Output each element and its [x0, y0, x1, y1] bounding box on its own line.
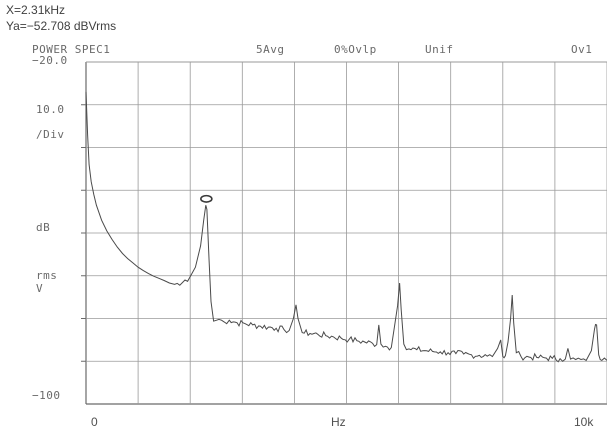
series-line-0 — [85, 91, 607, 363]
y-unit-rms: rms — [36, 269, 58, 282]
marker-x-readout: X=2.31kHz — [6, 3, 66, 17]
trace-title: POWER SPEC1 — [32, 43, 111, 56]
overload-label: 0%Ovlp — [334, 43, 377, 56]
y-top-label: −20.0 — [32, 54, 68, 67]
y-unit-v: V — [36, 282, 44, 295]
channel-label: Ov1 — [571, 43, 593, 56]
y-unit-db: dB — [36, 221, 51, 234]
y-bottom-label: −100 — [32, 389, 61, 402]
marker-ya-readout: Ya=−52.708 dBVrms — [6, 19, 117, 33]
y-scale-label: 10.0 — [36, 103, 65, 116]
x-tick-label-2: 10k — [574, 415, 594, 429]
y-per-div-label: /Div — [36, 128, 65, 141]
marker-point — [200, 194, 213, 203]
x-tick-label-1: Hz — [331, 415, 346, 429]
averages-label: 5Avg — [256, 43, 285, 56]
window-label: Unif — [425, 43, 454, 56]
x-tick-label-0: 0 — [91, 415, 98, 429]
